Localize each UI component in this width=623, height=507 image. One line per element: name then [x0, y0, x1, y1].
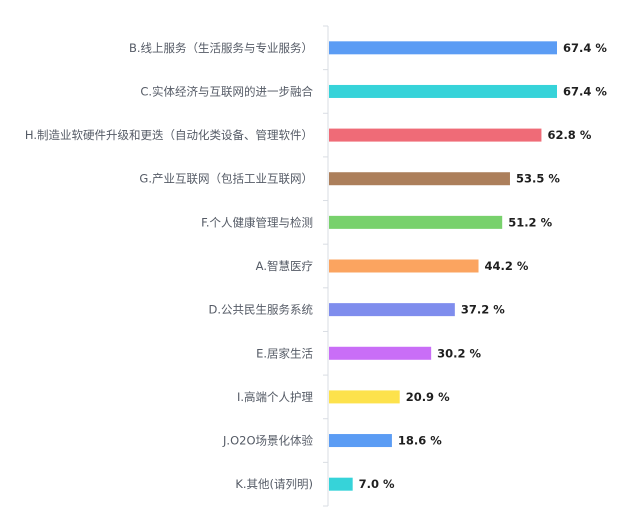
category-label: D.公共民生服务系统 [208, 303, 313, 317]
bar [329, 41, 557, 55]
bar [329, 215, 503, 229]
value-label: 67.4 % [563, 84, 607, 98]
category-label: F.个人健康管理与检测 [201, 215, 313, 229]
bar [329, 477, 353, 491]
category-label: H.制造业软硬件升级和更迭（自动化类设备、管理软件） [25, 128, 313, 142]
bar [329, 84, 557, 98]
value-label: 37.2 % [461, 303, 505, 317]
value-label: 7.0 % [359, 477, 395, 491]
bar [329, 434, 392, 448]
value-label: 30.2 % [437, 346, 481, 360]
value-label: 20.9 % [406, 390, 450, 404]
value-label: 18.6 % [398, 434, 442, 448]
category-label: I.高端个人护理 [237, 390, 314, 404]
bar [329, 172, 510, 186]
category-label: E.居家生活 [256, 346, 313, 360]
category-label: K.其他(请列明) [235, 477, 313, 491]
bar [329, 346, 432, 360]
bar [329, 390, 400, 404]
value-label: 51.2 % [508, 215, 552, 229]
category-label: J.O2O场景化体验 [222, 434, 313, 448]
bar [329, 303, 455, 317]
category-label: A.智慧医疗 [256, 259, 313, 273]
value-label: 67.4 % [563, 41, 607, 55]
category-label: C.实体经济与互联网的进一步融合 [140, 84, 313, 98]
category-label: G.产业互联网（包括工业互联网） [139, 172, 313, 186]
value-label: 62.8 % [547, 128, 591, 142]
value-label: 44.2 % [485, 259, 529, 273]
value-label: 53.5 % [516, 172, 560, 186]
bar [329, 128, 542, 142]
category-label: B.线上服务（生活服务与专业服务） [129, 41, 313, 55]
bar [329, 259, 479, 273]
